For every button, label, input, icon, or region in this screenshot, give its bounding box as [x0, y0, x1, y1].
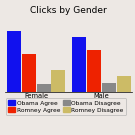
Bar: [102, 83, 116, 92]
Bar: [87, 50, 101, 92]
Legend: Obama Agree, Romney Agree, Obama Disagree, Romney Disagree: Obama Agree, Romney Agree, Obama Disagre…: [6, 98, 126, 115]
Bar: [72, 37, 86, 92]
Bar: [7, 31, 21, 92]
Bar: [51, 70, 65, 92]
Bar: [22, 54, 36, 92]
Bar: [117, 76, 131, 92]
Title: Clicks by Gender: Clicks by Gender: [31, 6, 107, 15]
Bar: [37, 84, 51, 92]
